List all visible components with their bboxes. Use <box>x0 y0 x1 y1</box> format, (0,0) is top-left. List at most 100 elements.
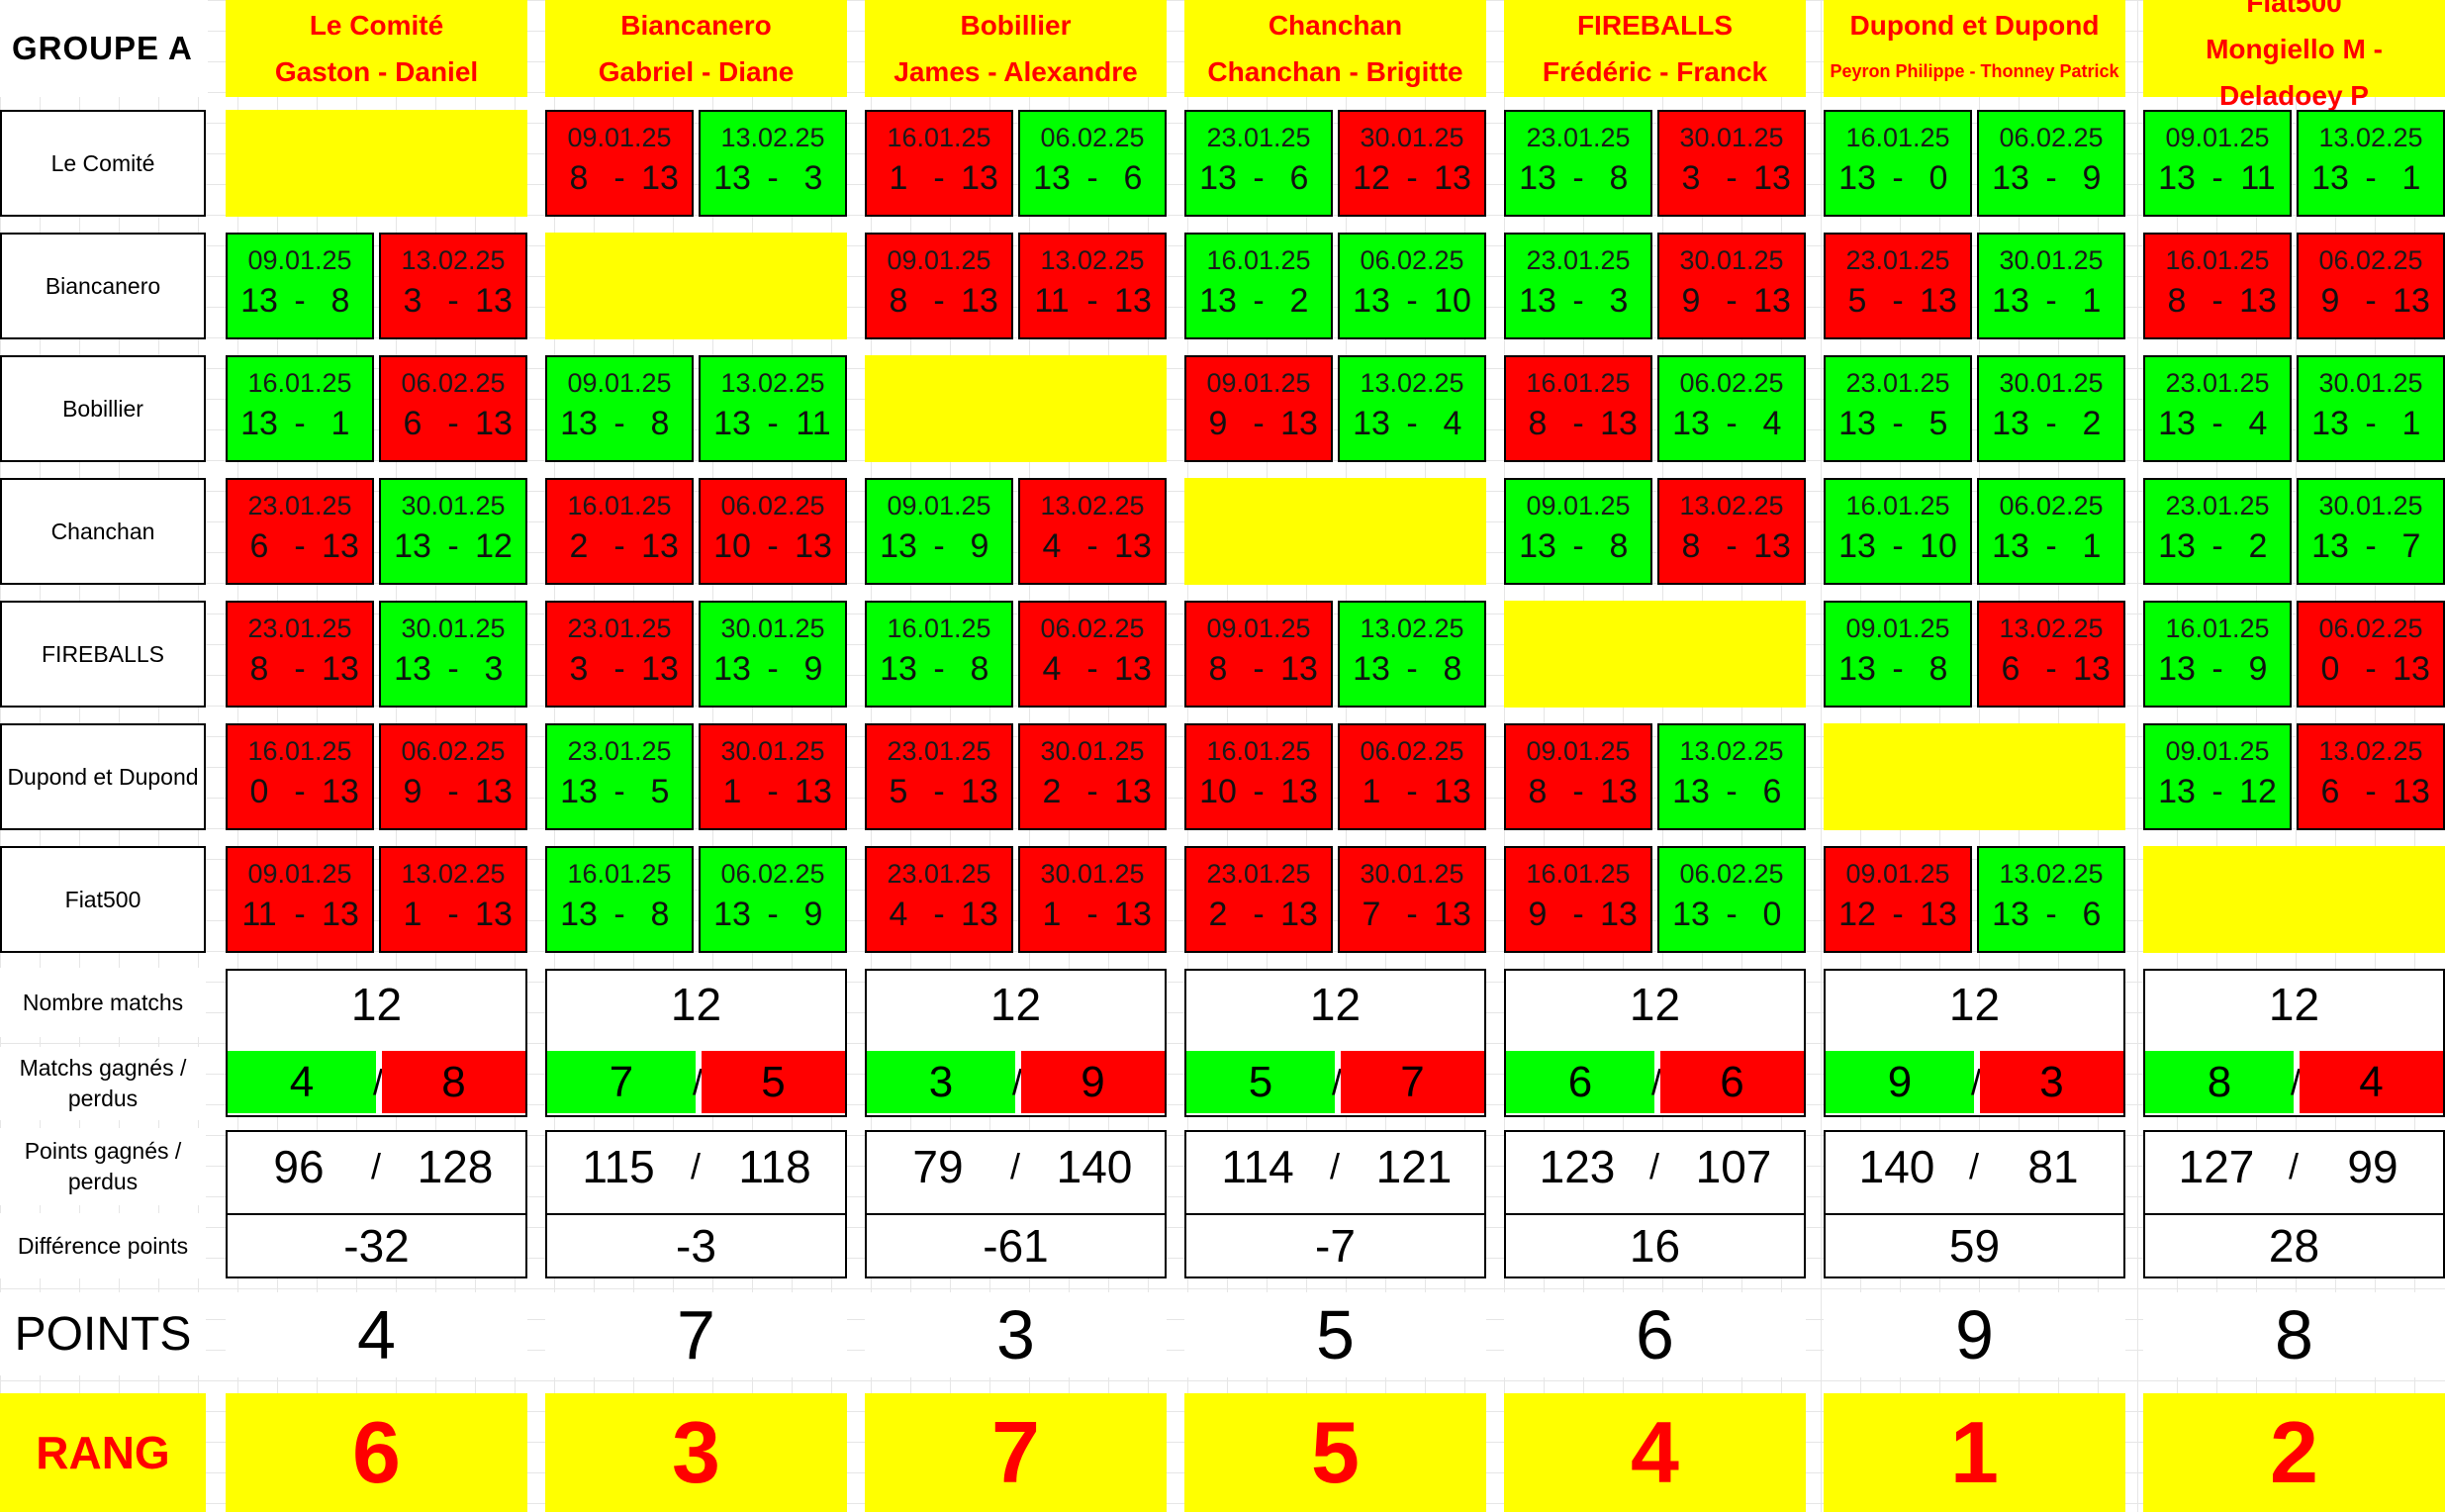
match-result: 06.02.25 13-0 <box>1657 846 1806 953</box>
match-date: 16.01.25 <box>2165 614 2270 643</box>
match-result: 30.01.25 13-12 <box>379 478 527 585</box>
score-against: 13 <box>2393 282 2430 320</box>
score-for: 12 <box>1838 896 1876 933</box>
match-result: 06.02.25 9-13 <box>379 723 527 830</box>
match-score: 13-12 <box>381 527 525 566</box>
match-score: 1-13 <box>1340 773 1484 811</box>
score-against: 13 <box>1114 282 1152 320</box>
points-against: 128 <box>417 1141 494 1192</box>
score-for: 8 <box>1208 650 1228 688</box>
matches-won: 9 <box>1826 1051 1974 1113</box>
score-against: 13 <box>961 896 998 933</box>
score-against: 13 <box>1114 896 1152 933</box>
match-date: 16.01.25 <box>1526 859 1631 889</box>
score-dash: - <box>2365 527 2377 565</box>
won-lost-separator: / <box>1970 1061 1981 1102</box>
points-for: 140 <box>1858 1141 1935 1192</box>
match-score: 13-8 <box>1506 527 1650 566</box>
stats-points-box <box>1184 1130 1486 1278</box>
score-for: 13 <box>2158 159 2196 197</box>
match-date: 09.01.25 <box>2165 736 2270 766</box>
score-dash: - <box>294 650 306 688</box>
points-for: 114 <box>1221 1141 1294 1192</box>
score-dash: - <box>1253 159 1265 197</box>
diagonal-cell <box>865 355 1167 462</box>
score-against: 13 <box>795 527 832 565</box>
points-difference: -3 <box>545 1213 847 1276</box>
total-points: 5 <box>1184 1292 1486 1377</box>
match-score: 4-13 <box>1020 527 1165 566</box>
row-team-label: Bobillier <box>0 355 206 462</box>
match-score: 13-8 <box>547 405 692 443</box>
match-score: 9-13 <box>1659 282 1804 321</box>
match-date: 06.02.25 <box>2318 245 2423 275</box>
matches-lost: 3 <box>1980 1051 2123 1113</box>
match-date: 09.01.25 <box>1845 859 1950 889</box>
match-score: 4-13 <box>867 896 1011 934</box>
score-against: 3 <box>1609 282 1629 320</box>
match-result: 23.01.25 13-2 <box>2143 478 2292 585</box>
match-date: 16.01.25 <box>567 859 672 889</box>
total-points: 6 <box>1504 1292 1806 1377</box>
score-dash: - <box>1086 282 1098 320</box>
match-score: 11-13 <box>228 896 372 934</box>
match-score: 13-8 <box>867 650 1011 689</box>
score-for: 13 <box>2158 773 2196 810</box>
score-for: 13 <box>1519 159 1556 197</box>
match-date: 09.01.25 <box>567 123 672 152</box>
score-for: 8 <box>1528 773 1548 810</box>
score-for: 13 <box>560 773 598 810</box>
score-against: 6 <box>1289 159 1309 197</box>
match-date: 23.01.25 <box>887 736 991 766</box>
score-against: 13 <box>322 773 359 810</box>
match-result: 30.01.25 13-3 <box>379 601 527 708</box>
match-result: 30.01.25 12-13 <box>1338 110 1486 217</box>
score-against: 13 <box>1280 405 1318 442</box>
match-result: 09.01.25 8-13 <box>1504 723 1652 830</box>
match-date: 23.01.25 <box>1526 123 1631 152</box>
matches-count: 12 <box>989 979 1042 1030</box>
score-against: 0 <box>1928 159 1948 197</box>
match-score: 13-2 <box>1186 282 1331 321</box>
score-for: 4 <box>1042 650 1062 688</box>
score-against: 8 <box>650 405 670 442</box>
score-against: 11 <box>796 405 831 442</box>
match-result: 23.01.25 6-13 <box>226 478 374 585</box>
team-name: Le Comité <box>309 10 444 41</box>
match-date: 16.01.25 <box>2165 245 2270 275</box>
match-result: 16.01.25 8-13 <box>2143 233 2292 339</box>
score-against: 13 <box>475 896 513 933</box>
score-for: 13 <box>2311 159 2349 197</box>
match-date: 13.02.25 <box>1679 736 1784 766</box>
score-dash: - <box>2365 405 2377 442</box>
stats-points-box <box>1504 1130 1806 1278</box>
score-against: 6 <box>1762 773 1782 810</box>
score-dash: - <box>1253 405 1265 442</box>
team-players: Frédéric - Franck <box>1542 56 1768 87</box>
score-against: 4 <box>1762 405 1782 442</box>
score-dash: - <box>1406 650 1418 688</box>
score-for: 0 <box>2320 650 2340 688</box>
match-score: 6-13 <box>381 405 525 443</box>
score-for: 13 <box>1992 527 2029 565</box>
matches-lost: 4 <box>2300 1051 2443 1113</box>
score-dash: - <box>1572 527 1584 565</box>
match-score: 13-1 <box>1979 282 2123 321</box>
score-against: 13 <box>961 159 998 197</box>
match-result: 09.01.25 11-13 <box>226 846 374 953</box>
score-dash: - <box>2365 282 2377 320</box>
score-against: 13 <box>2073 650 2111 688</box>
match-score: 8-13 <box>547 159 692 198</box>
score-dash: - <box>613 896 625 933</box>
match-result: 30.01.25 3-13 <box>1657 110 1806 217</box>
score-dash: - <box>447 650 459 688</box>
match-date: 13.02.25 <box>2318 123 2423 152</box>
match-result: 23.01.25 3-13 <box>545 601 694 708</box>
team-header: Dupond et Dupond Peyron Philippe - Thonne… <box>1824 0 2125 97</box>
score-against: 13 <box>475 282 513 320</box>
score-dash: - <box>1406 405 1418 442</box>
match-date: 09.01.25 <box>1526 491 1631 520</box>
match-result: 23.01.25 5-13 <box>865 723 1013 830</box>
score-for: 1 <box>889 159 908 197</box>
score-dash: - <box>933 159 945 197</box>
